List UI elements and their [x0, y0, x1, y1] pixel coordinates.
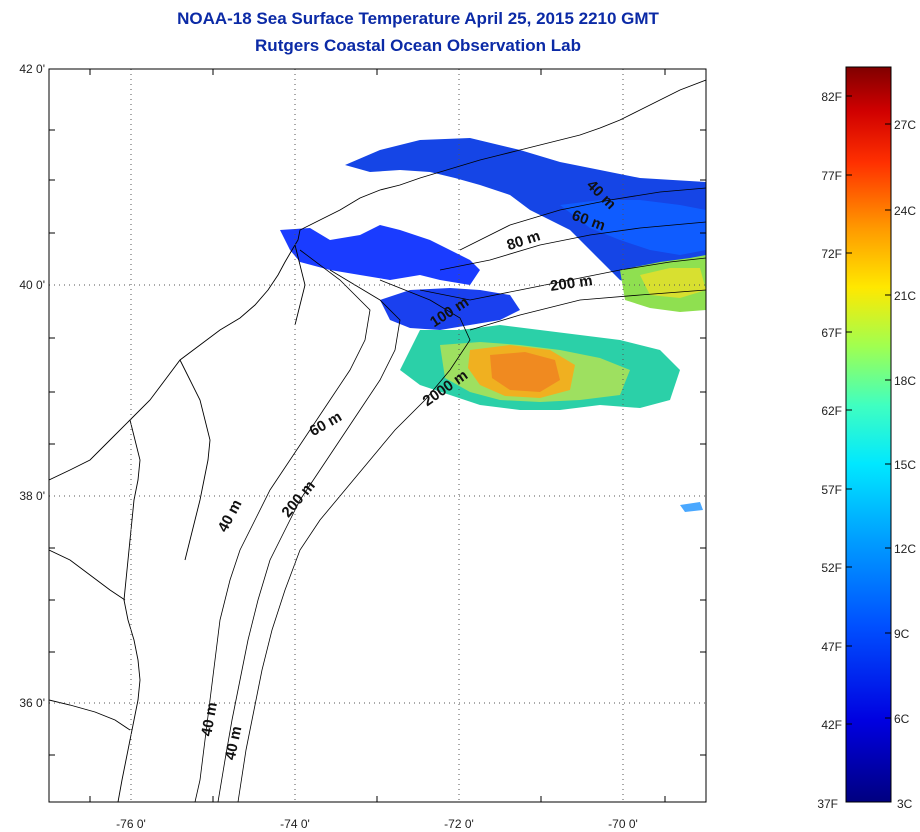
lat-label: 40 0' [19, 278, 45, 292]
sst-warm-patches [400, 255, 706, 512]
colorbar-f-label: 42F [821, 718, 842, 732]
colorbar-c-label: 15C [894, 458, 916, 472]
colorbar-ticks [846, 95, 891, 725]
colorbar-f-label: 67F [821, 326, 842, 340]
depth-contour-label: 40 m [198, 701, 221, 738]
colorbar-f-label: 52F [821, 561, 842, 575]
lat-label: 42 0' [19, 62, 45, 76]
map-ticks [49, 69, 706, 802]
lon-label: -74 0' [280, 817, 310, 831]
sst-cold-patches [280, 138, 706, 330]
colorbar-f-label: 77F [821, 169, 842, 183]
lon-label: -70 0' [608, 817, 638, 831]
depth-contours [194, 187, 706, 802]
colorbar-c-label: 27C [894, 118, 916, 132]
colorbar-f-label: 72F [821, 247, 842, 261]
map-subtitle: Rutgers Coastal Ocean Observation Lab [255, 36, 581, 55]
graticule [49, 69, 706, 802]
colorbar-c-label: 21C [894, 289, 916, 303]
colorbar-c-label: 6C [894, 712, 910, 726]
colorbar-c-label: 9C [894, 627, 910, 641]
colorbar-c-label: 18C [894, 374, 916, 388]
colorbar-f-label: 62F [821, 404, 842, 418]
colorbar [845, 66, 892, 803]
colorbar-c-label: 3C [897, 797, 913, 811]
lon-label: -76 0' [116, 817, 146, 831]
colorbar-f-label: 47F [821, 640, 842, 654]
colorbar-f-label: 57F [821, 483, 842, 497]
depth-contour-label: 200 m [549, 272, 593, 295]
coastline [49, 79, 706, 802]
lon-label: -72 0' [444, 817, 474, 831]
colorbar-c-label: 24C [894, 204, 916, 218]
map-title: NOAA-18 Sea Surface Temperature April 25… [177, 9, 659, 28]
colorbar-f-label: 37F [817, 797, 838, 811]
lat-label: 38 0' [19, 489, 45, 503]
lat-label: 36 0' [19, 696, 45, 710]
colorbar-c-label: 12C [894, 542, 916, 556]
colorbar-f-label: 82F [821, 90, 842, 104]
depth-contour-label: 40 m [222, 725, 246, 762]
